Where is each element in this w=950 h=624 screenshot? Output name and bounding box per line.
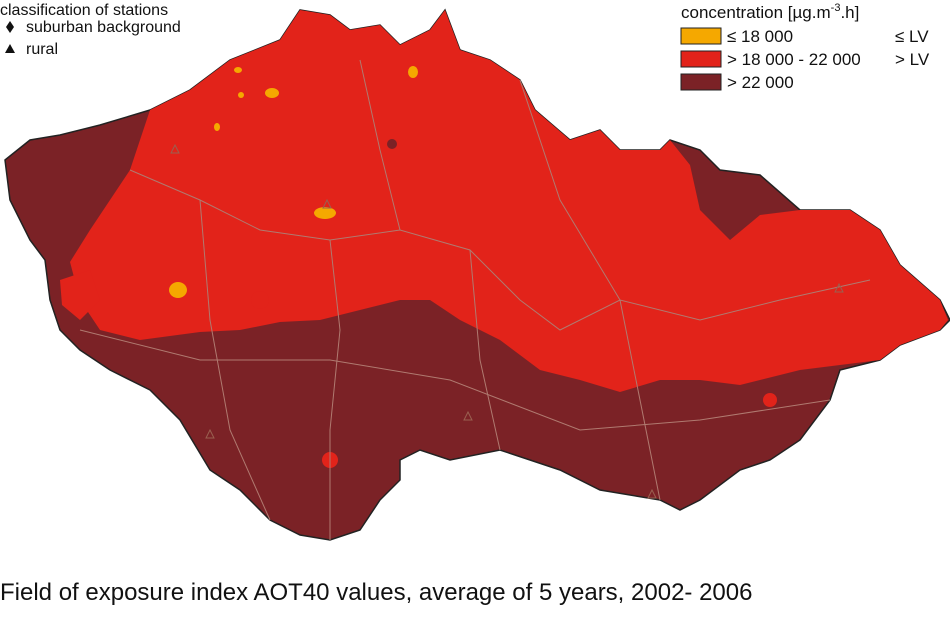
station-type: rural <box>26 41 58 58</box>
legend-label: > 22 000 <box>727 73 794 92</box>
legend-limit: > LV <box>895 50 930 69</box>
station-type: suburban background <box>26 19 181 36</box>
legend-swatch <box>680 27 722 45</box>
region-low <box>234 67 242 73</box>
region-mid <box>60 270 100 320</box>
symbol-suburban <box>6 21 14 33</box>
region-low <box>265 88 279 98</box>
legend-title-main: concentration [µg.m <box>681 3 831 22</box>
symbol-rural <box>5 44 15 53</box>
legend-label: > 18 000 - 22 000 <box>727 50 861 69</box>
legend-swatch <box>680 50 722 68</box>
region-mid <box>251 291 269 309</box>
region-mid <box>70 10 948 392</box>
region-high <box>387 139 397 149</box>
region-low <box>214 123 220 131</box>
map <box>4 8 950 541</box>
legend-swatch <box>680 73 722 91</box>
region-mid <box>763 393 777 407</box>
region-low <box>314 207 336 219</box>
region-low <box>238 92 244 98</box>
legend-title-end: .h] <box>840 3 859 22</box>
legend-label: ≤ 18 000 <box>727 27 793 46</box>
legend-title: concentration [µg.m-3.h] <box>681 2 859 22</box>
legend: ≤ 18 000 ≤ LV > 18 000 - 22 000 > LV > 22 00… <box>680 27 930 92</box>
district-borders <box>79 59 871 540</box>
legend-title-sup: -3 <box>831 2 841 14</box>
legend-limit: ≤ LV <box>895 27 929 46</box>
region-low <box>408 66 418 78</box>
region-low <box>169 282 187 298</box>
stations-title: classification of stations <box>0 2 168 19</box>
station-markers <box>170 143 844 499</box>
caption: Field of exposure index AOT40 values, av… <box>0 579 752 606</box>
